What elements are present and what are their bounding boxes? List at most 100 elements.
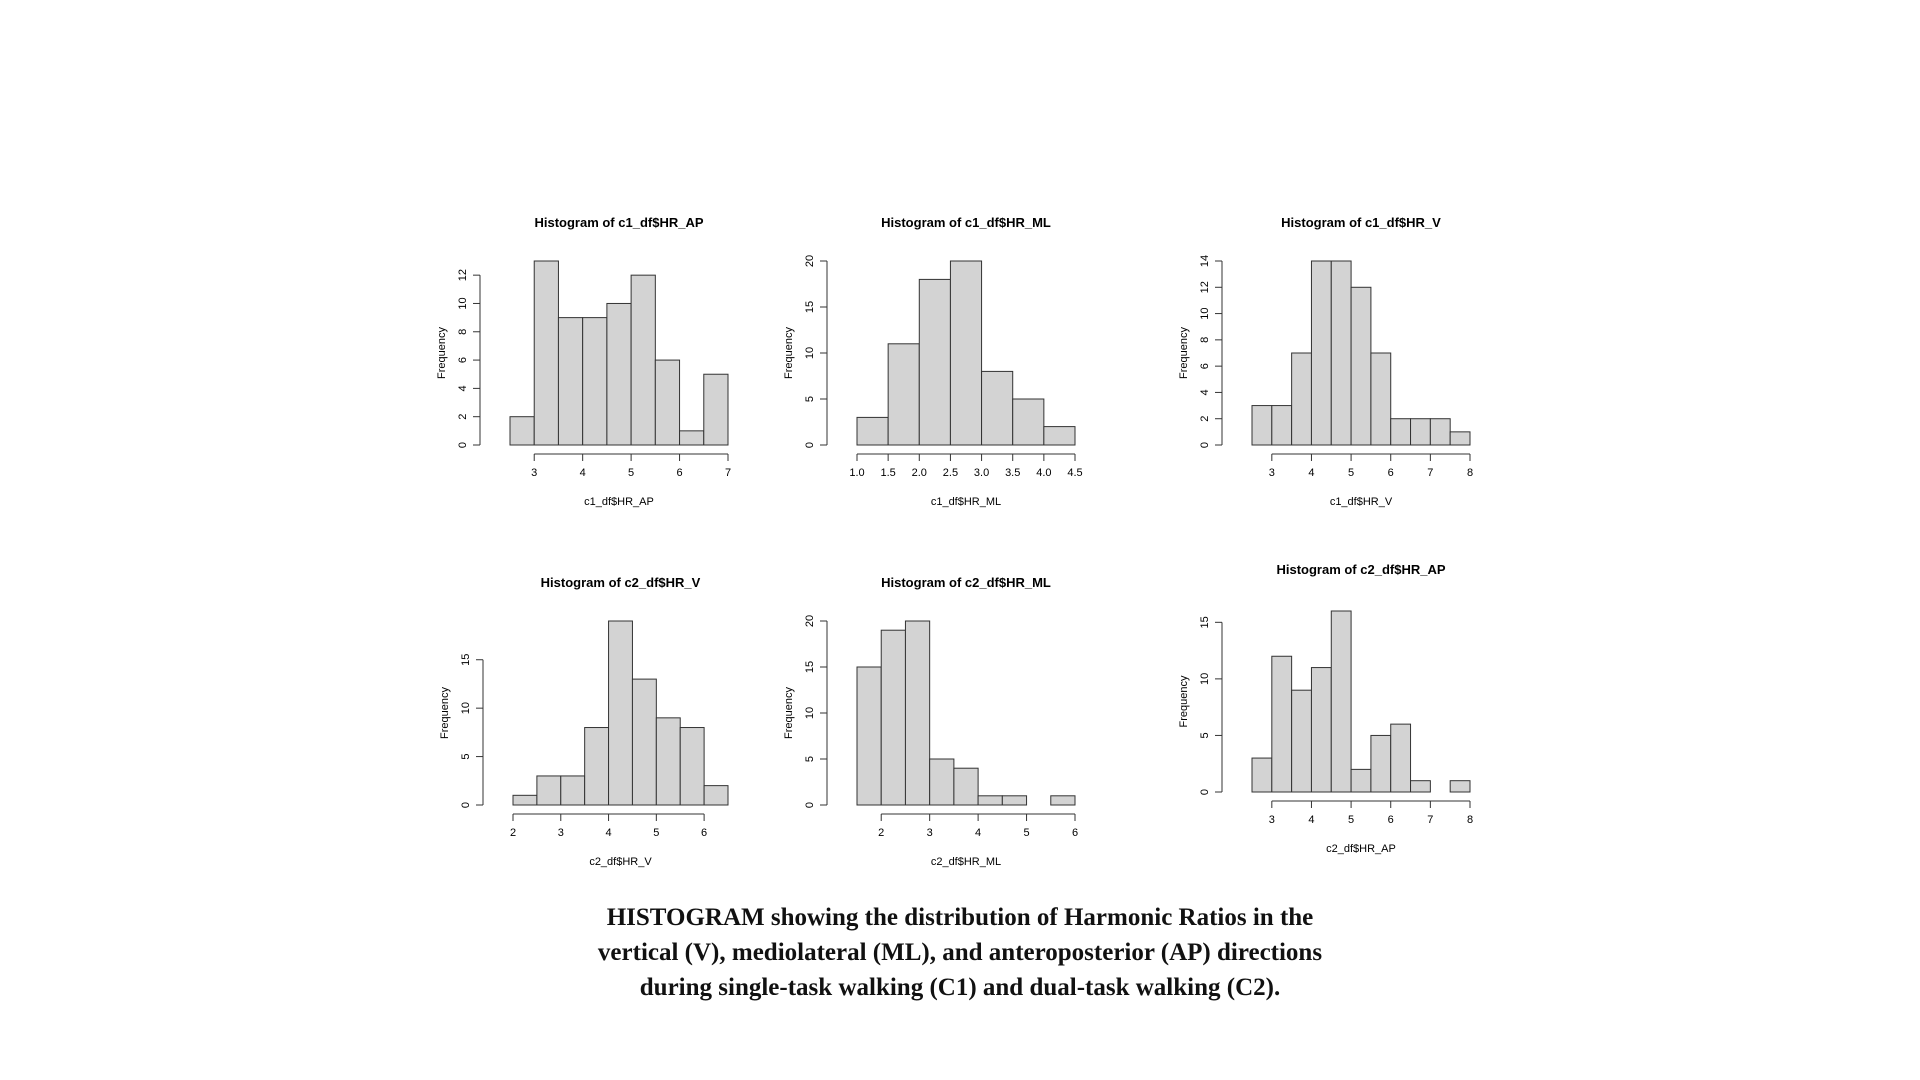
- histogram-bar: [1271, 655, 1293, 793]
- histogram-bar: [533, 260, 559, 446]
- y-tick-label: 6: [457, 357, 469, 363]
- y-tick-label: 8: [457, 329, 469, 335]
- chart-title: Histogram of c1_df$HR_AP: [534, 215, 703, 230]
- histogram-bar: [1271, 405, 1293, 446]
- y-tick-label: 5: [804, 756, 816, 762]
- histogram-bar: [631, 678, 657, 806]
- histogram-bar: [1330, 260, 1352, 446]
- histogram-bar: [679, 430, 705, 446]
- x-tick-label: 3: [1269, 467, 1275, 479]
- y-axis-label: Frequency: [783, 687, 795, 739]
- x-axis-label: c1_df$HR_V: [1330, 496, 1393, 508]
- x-tick-label: 7: [1427, 814, 1433, 826]
- x-tick-label: 3: [1269, 814, 1275, 826]
- caption-line-1: HISTOGRAM showing the distribution of Ha…: [606, 904, 1314, 931]
- histogram-bar: [1012, 398, 1045, 446]
- y-axis-label: Frequency: [439, 687, 451, 739]
- x-tick-label: 5: [628, 467, 634, 479]
- y-tick-label: 2: [1199, 416, 1211, 422]
- histogram-bar: [977, 795, 1003, 806]
- histogram-bar: [949, 260, 983, 446]
- histogram-bar: [880, 629, 906, 806]
- histogram-bar: [918, 278, 951, 446]
- y-tick-label: 5: [804, 396, 816, 402]
- histogram-bar: [1350, 286, 1372, 446]
- histogram-bar: [1370, 352, 1392, 446]
- histogram-bar: [557, 317, 584, 446]
- y-axis-label: Frequency: [783, 327, 795, 379]
- histogram-bar: [1429, 418, 1451, 446]
- x-tick-label: 6: [1388, 467, 1394, 479]
- y-tick-label: 10: [1199, 307, 1211, 319]
- x-tick-label: 2.5: [943, 467, 958, 479]
- y-tick-label: 10: [804, 347, 816, 359]
- chart-title: Histogram of c1_df$HR_ML: [881, 215, 1051, 230]
- histogram-bar: [584, 727, 610, 806]
- x-tick-label: 4: [975, 827, 981, 839]
- x-tick-label: 4: [1308, 814, 1314, 826]
- histogram-bar: [560, 775, 586, 806]
- x-tick-label: 8: [1467, 467, 1473, 479]
- x-tick-label: 3: [531, 467, 537, 479]
- y-tick-label: 15: [460, 654, 472, 666]
- y-axis-label: Frequency: [436, 327, 448, 379]
- histogram-bar: [1050, 795, 1076, 806]
- y-tick-label: 4: [1199, 389, 1211, 395]
- histogram-bar: [1310, 260, 1332, 446]
- x-tick-label: 1.5: [880, 467, 895, 479]
- chart-title: Histogram of c2_df$HR_AP: [1276, 562, 1445, 577]
- x-tick-label: 2.0: [912, 467, 927, 479]
- x-tick-label: 5: [1023, 827, 1029, 839]
- histogram-bar: [887, 343, 920, 446]
- x-tick-label: 1.0: [849, 467, 864, 479]
- histogram-bar: [1251, 405, 1273, 446]
- histogram-bar: [1370, 734, 1392, 793]
- chart-title: Histogram of c1_df$HR_V: [1281, 215, 1441, 230]
- y-tick-label: 2: [457, 414, 469, 420]
- y-tick-label: 15: [1199, 616, 1211, 628]
- histogram-bar: [856, 416, 889, 446]
- histogram-bar: [1449, 780, 1471, 793]
- x-tick-label: 4.5: [1067, 467, 1082, 479]
- histogram-bar: [1310, 667, 1332, 793]
- histogram-bar: [1043, 426, 1076, 446]
- histogram-bar: [904, 620, 931, 806]
- histogram-bar: [1330, 610, 1352, 793]
- x-tick-label: 5: [1348, 814, 1354, 826]
- histogram-bar: [1350, 768, 1372, 793]
- histogram-bar: [1410, 780, 1431, 793]
- x-tick-label: 6: [701, 827, 707, 839]
- y-tick-label: 0: [804, 802, 816, 808]
- caption-line-3: during single-task walking (C1) and dual…: [639, 974, 1281, 1001]
- histogram-bar: [1449, 431, 1471, 446]
- x-tick-label: 4: [605, 827, 611, 839]
- y-tick-label: 12: [1199, 281, 1211, 293]
- x-axis-label: c1_df$HR_ML: [931, 496, 1001, 508]
- y-tick-label: 10: [460, 702, 472, 714]
- histogram-bar: [703, 785, 729, 806]
- histogram-bar: [856, 666, 882, 806]
- histogram-bar: [679, 727, 705, 806]
- x-axis-label: c2_df$HR_AP: [1326, 843, 1396, 855]
- x-tick-label: 2: [878, 827, 884, 839]
- x-axis-label: c1_df$HR_AP: [584, 496, 654, 508]
- histogram-bar: [536, 775, 562, 806]
- x-tick-label: 2: [510, 827, 516, 839]
- histogram-bar: [582, 317, 608, 446]
- x-axis-label: c2_df$HR_V: [589, 856, 652, 868]
- histogram-bar: [1390, 723, 1412, 793]
- y-tick-label: 20: [804, 255, 816, 267]
- x-axis-label: c2_df$HR_ML: [931, 856, 1001, 868]
- histogram-bar: [953, 767, 979, 806]
- histogram-bar: [654, 359, 681, 446]
- y-tick-label: 10: [457, 297, 469, 309]
- y-tick-label: 12: [457, 269, 469, 281]
- x-tick-label: 4: [1308, 467, 1314, 479]
- x-tick-label: 7: [1427, 467, 1433, 479]
- y-tick-label: 14: [1199, 255, 1211, 267]
- histogram-bar: [929, 758, 955, 806]
- y-axis-label: Frequency: [1178, 675, 1190, 727]
- x-tick-label: 4: [580, 467, 586, 479]
- y-tick-label: 5: [460, 754, 472, 760]
